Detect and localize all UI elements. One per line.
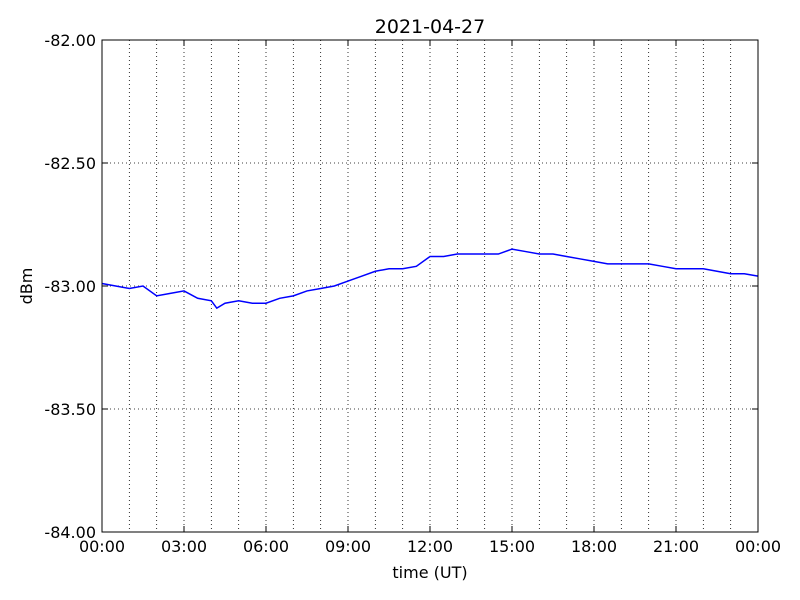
x-tick-label: 00:00 (79, 537, 125, 556)
y-axis-label: dBm (17, 268, 36, 305)
chart-title: 2021-04-27 (375, 16, 485, 38)
plot-frame (101, 39, 759, 533)
y-tick-label: -83.50 (44, 400, 96, 419)
x-tick-label: 00:00 (735, 537, 781, 556)
x-axis-label: time (UT) (392, 563, 467, 582)
y-tick-label: -82.50 (44, 154, 96, 173)
x-tick-label: 03:00 (161, 537, 207, 556)
x-tick-label: 21:00 (653, 537, 699, 556)
x-tick-label: 18:00 (571, 537, 617, 556)
y-tick-label: -83.00 (44, 277, 96, 296)
data-line (101, 248, 759, 310)
y-tick-label: -84.00 (44, 523, 96, 542)
y-tick-label: -82.00 (44, 31, 96, 50)
x-tick-label: 12:00 (407, 537, 453, 556)
x-tick-label: 09:00 (325, 537, 371, 556)
x-tick-label: 06:00 (243, 537, 289, 556)
x-tick-label: 15:00 (489, 537, 535, 556)
